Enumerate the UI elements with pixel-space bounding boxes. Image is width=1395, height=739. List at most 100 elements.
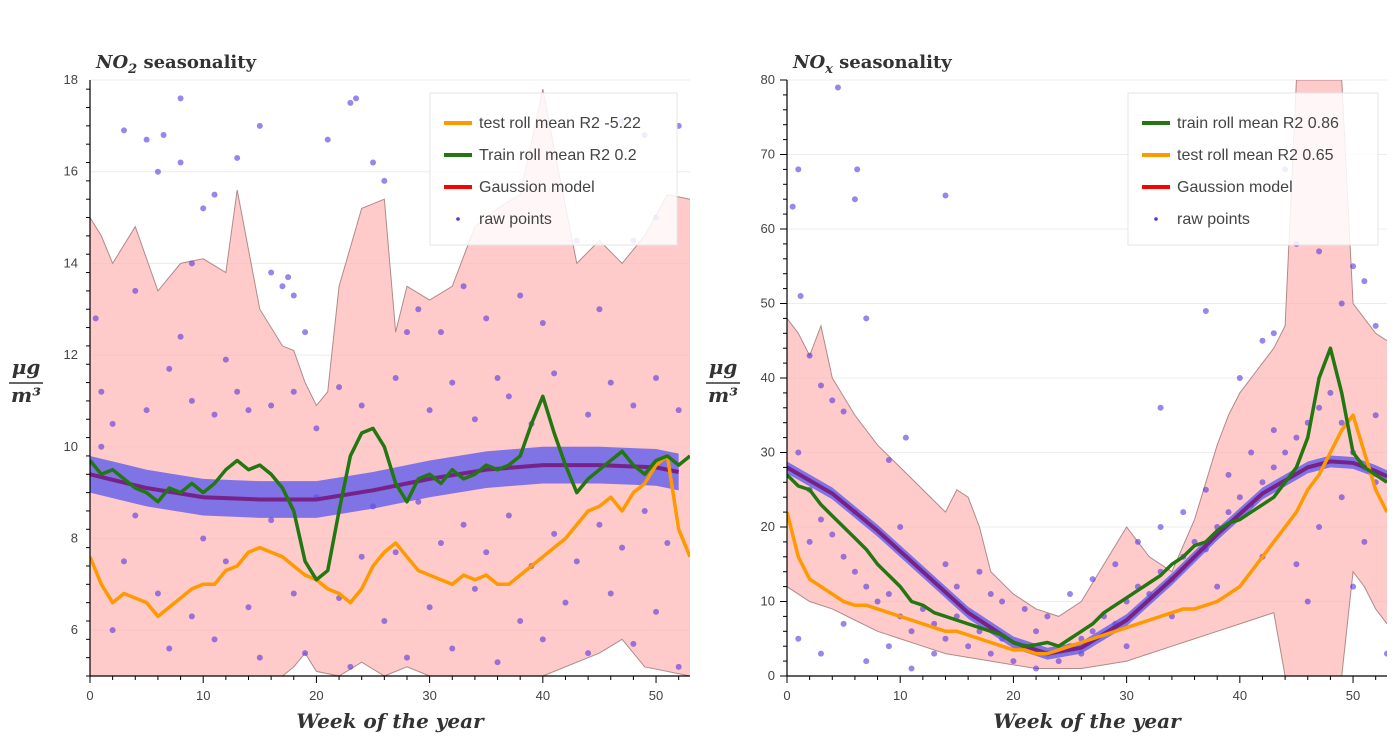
raw-point <box>426 604 433 611</box>
raw-point <box>1225 471 1232 478</box>
x-axis-label: Week of the year <box>993 709 1182 733</box>
y-tick-label: 14 <box>64 255 78 270</box>
y-tick-label: 8 <box>71 530 78 545</box>
chart-title: NOx seasonality <box>792 52 952 77</box>
raw-point <box>347 99 354 106</box>
raw-point <box>1033 628 1040 635</box>
raw-point <box>1270 464 1277 471</box>
raw-point <box>863 315 870 322</box>
legend-swatch-points <box>456 217 460 221</box>
raw-point <box>403 329 410 336</box>
raw-point <box>965 643 972 650</box>
axes: 0 10 20 30 40 50 60 70 80 0 10 20 30 40 50 <box>761 72 1387 703</box>
raw-point <box>1044 613 1051 620</box>
raw-point <box>630 402 637 409</box>
raw-point <box>1259 479 1266 486</box>
raw-point <box>1361 278 1368 285</box>
raw-point <box>840 620 847 627</box>
raw-point <box>285 274 292 281</box>
legend-box <box>1127 92 1379 246</box>
raw-point <box>177 95 184 102</box>
raw-point <box>437 540 444 547</box>
legend-label-train: train roll mean R2 0.86 <box>1177 115 1339 132</box>
raw-point <box>324 136 331 143</box>
raw-point <box>211 636 218 643</box>
confidence-band-lower-edge <box>90 638 690 676</box>
x-tick-label: 0 <box>783 688 790 703</box>
raw-point <box>98 443 105 450</box>
raw-point <box>1350 583 1357 590</box>
raw-point <box>211 411 218 418</box>
raw-point <box>177 159 184 166</box>
raw-point <box>132 287 139 294</box>
raw-point <box>840 408 847 415</box>
confidence-band-lower-cutout <box>90 639 690 676</box>
raw-point <box>120 558 127 565</box>
raw-point <box>268 269 275 276</box>
raw-point <box>471 585 478 592</box>
raw-point <box>1372 322 1379 329</box>
raw-point <box>426 407 433 414</box>
raw-point <box>268 402 275 409</box>
raw-point <box>1350 263 1357 270</box>
raw-point <box>517 617 524 624</box>
raw-point <box>851 568 858 575</box>
legend-label-test: test roll mean R2 -5.22 <box>479 115 641 132</box>
legend-label-gaussian: Gaussion model <box>479 179 595 196</box>
y-tick-label: 40 <box>761 370 775 385</box>
raw-point <box>829 531 836 538</box>
raw-point <box>160 132 167 139</box>
y-tick-label: 60 <box>761 221 775 236</box>
raw-point <box>177 333 184 340</box>
raw-point <box>987 650 994 657</box>
train-roll-mean-line <box>787 346 1387 648</box>
raw-point <box>1157 524 1164 530</box>
raw-point <box>358 402 365 409</box>
raw-point <box>313 425 320 432</box>
legend-label-test: test roll mean R2 0.65 <box>1177 147 1334 164</box>
raw-point <box>863 658 870 665</box>
raw-point <box>1180 509 1187 516</box>
raw-point <box>630 640 637 647</box>
train-roll-mean-line <box>90 394 690 582</box>
raw-point <box>109 627 116 634</box>
y-axis-label-numerator: μg <box>12 355 41 379</box>
raw-point <box>885 456 892 463</box>
raw-point <box>1225 509 1232 516</box>
plot-area <box>787 80 1387 676</box>
raw-point <box>1316 404 1323 411</box>
x-tick-label: 30 <box>1119 688 1133 703</box>
raw-point <box>653 375 660 381</box>
raw-point <box>942 192 949 199</box>
raw-point <box>92 315 99 322</box>
y-tick-label: 0 <box>768 668 775 683</box>
raw-point <box>664 540 671 547</box>
raw-point <box>505 512 512 519</box>
raw-point <box>942 635 949 642</box>
raw-point <box>460 283 467 290</box>
raw-point <box>222 356 229 363</box>
raw-point <box>653 608 660 615</box>
raw-point <box>200 205 207 212</box>
raw-point <box>1089 628 1096 635</box>
raw-point <box>976 568 983 575</box>
chart-title-rest: seasonality <box>833 52 952 73</box>
raw-point <box>1384 650 1387 657</box>
raw-point <box>840 553 847 560</box>
y-axis-label-denominator: m³ <box>708 383 738 407</box>
raw-point <box>1089 576 1096 583</box>
raw-point <box>902 434 909 441</box>
raw-point <box>279 283 286 290</box>
raw-point <box>573 558 580 565</box>
raw-point <box>795 449 802 456</box>
raw-point <box>347 663 354 670</box>
raw-point <box>1259 337 1266 344</box>
raw-point <box>353 95 360 102</box>
x-tick-label: 20 <box>309 688 323 703</box>
raw-points <box>92 95 682 670</box>
raw-point <box>1248 449 1255 456</box>
raw-point <box>98 388 105 395</box>
legend-label-points: raw points <box>479 211 552 228</box>
confidence-band-lower-cutout <box>787 571 1387 676</box>
